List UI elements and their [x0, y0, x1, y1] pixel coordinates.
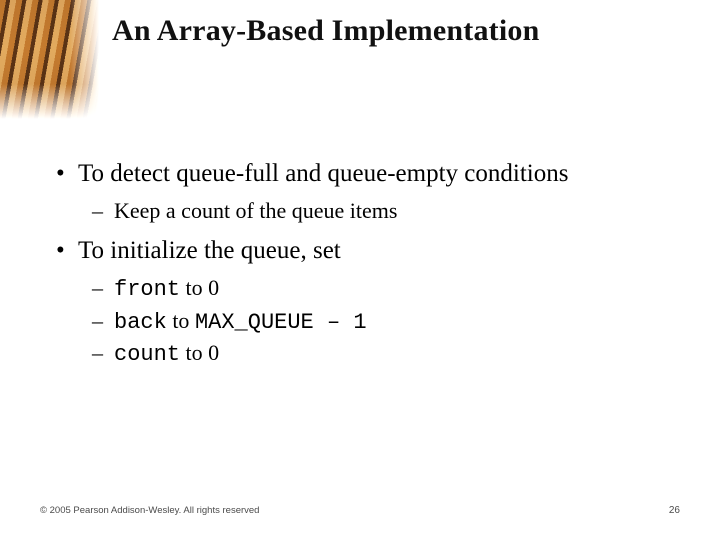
- plain-text: to: [167, 308, 195, 333]
- sub-bullet-list: Keep a count of the queue items: [78, 196, 676, 227]
- footer-copyright: © 2005 Pearson Addison-Wesley. All right…: [40, 505, 259, 516]
- plain-text: to: [180, 275, 208, 300]
- bullet-text: To initialize the queue, set: [78, 237, 341, 264]
- list-item: count to 0: [84, 338, 676, 371]
- value-text: 0: [208, 340, 219, 365]
- bullet-list: To detect queue-full and queue-empty con…: [56, 158, 676, 371]
- slide-title: An Array-Based Implementation: [112, 14, 700, 48]
- code-text: count: [114, 342, 180, 367]
- list-item: To initialize the queue, set front to 0 …: [56, 235, 676, 371]
- list-item: front to 0: [84, 273, 676, 306]
- code-text: front: [114, 277, 180, 302]
- decorative-corner-image: [0, 0, 100, 120]
- value-text: 0: [208, 275, 219, 300]
- sub-bullet-text: Keep a count of the queue items: [114, 198, 397, 223]
- sub-bullet-list: front to 0 back to MAX_QUEUE – 1 count t…: [78, 273, 676, 371]
- code-text: MAX_QUEUE – 1: [195, 310, 367, 335]
- plain-text: to: [180, 340, 208, 365]
- slide-body: To detect queue-full and queue-empty con…: [56, 158, 676, 379]
- bullet-text: To detect queue-full and queue-empty con…: [78, 160, 568, 187]
- list-item: back to MAX_QUEUE – 1: [84, 306, 676, 339]
- list-item: To detect queue-full and queue-empty con…: [56, 158, 676, 227]
- slide-header: An Array-Based Implementation: [0, 0, 720, 120]
- code-text: back: [114, 310, 167, 335]
- page-number: 26: [669, 505, 680, 516]
- title-container: An Array-Based Implementation: [100, 14, 700, 48]
- list-item: Keep a count of the queue items: [84, 196, 676, 227]
